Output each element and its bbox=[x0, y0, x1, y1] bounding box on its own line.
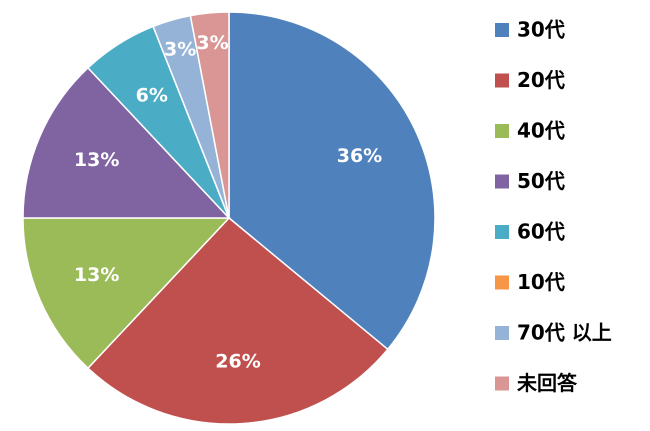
legend-swatch bbox=[495, 225, 509, 239]
data-label: 3% bbox=[164, 38, 196, 60]
legend-label: 50代 bbox=[517, 169, 565, 193]
legend-swatch bbox=[495, 174, 509, 189]
legend-label: 10代 bbox=[517, 270, 565, 294]
pie-slice bbox=[22, 66, 231, 219]
legend-swatch bbox=[495, 376, 509, 391]
legend-label: 未回答 bbox=[517, 371, 578, 395]
data-label: 26% bbox=[215, 350, 260, 372]
data-label: 36% bbox=[337, 145, 382, 167]
legend-label: 60代 bbox=[517, 220, 565, 244]
legend-label: 30代 bbox=[517, 18, 565, 42]
legend-swatch bbox=[495, 326, 509, 340]
legend-label: 70代 以上 bbox=[517, 321, 612, 345]
data-label: 13% bbox=[74, 149, 119, 171]
legend-swatch bbox=[495, 73, 509, 88]
data-label: 6% bbox=[136, 85, 168, 107]
pie-slice bbox=[189, 11, 230, 219]
pie-slice bbox=[228, 11, 436, 351]
legend-swatch bbox=[495, 275, 509, 290]
legend-swatch bbox=[495, 124, 509, 138]
pie-slice bbox=[22, 217, 231, 370]
data-label: 3% bbox=[196, 32, 228, 54]
legend-label: 40代 bbox=[517, 119, 565, 143]
legend-swatch bbox=[495, 23, 509, 37]
data-label: 13% bbox=[74, 264, 119, 286]
pie-slice bbox=[86, 216, 389, 425]
legend-label: 20代 bbox=[517, 68, 565, 92]
